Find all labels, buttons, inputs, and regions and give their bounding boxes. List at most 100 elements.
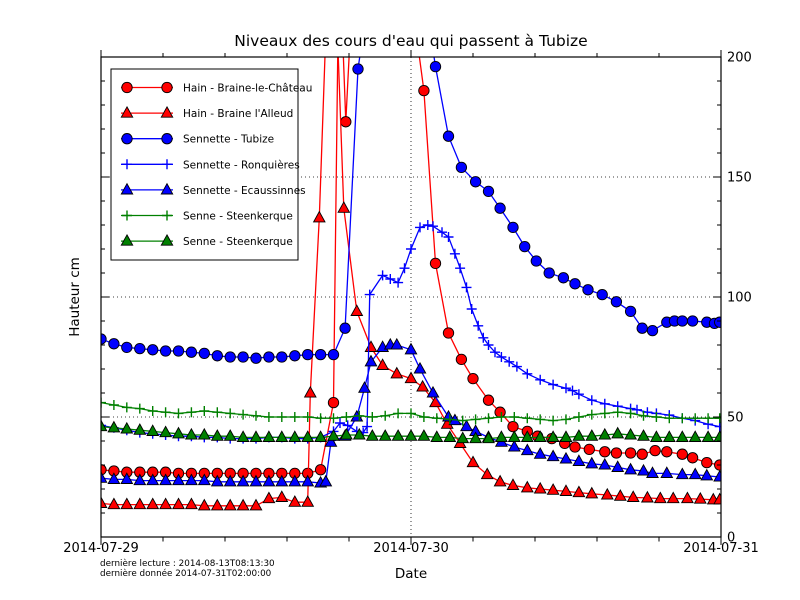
series-senne-steenkerque-5-plus-marker — [690, 413, 701, 424]
series-hain-braine-l-alleud-1-triangle-marker — [666, 491, 680, 504]
series-senne-steenkerque-5-plus-marker — [186, 407, 197, 418]
legend-label-3: Sennette - Ronquières — [183, 159, 300, 171]
series-hain-braine-le-ch-teau-0-circle-marker — [418, 84, 430, 97]
series-hain-braine-l-alleud-1-triangle-marker — [223, 498, 237, 511]
series-senne-steenkerque-6-triangle-marker — [675, 430, 689, 442]
series-senne-steenkerque-6-triangle-marker — [275, 430, 289, 442]
series-senne-steenkerque-6-triangle-marker — [482, 431, 495, 444]
series-senne-steenkerque-6-triangle-marker — [520, 430, 534, 442]
series-senne-steenkerque-6-triangle-marker — [301, 430, 315, 442]
series-hain-braine-l-alleud-1-triangle-marker — [101, 496, 108, 508]
series-senne-steenkerque-6-triangle-marker — [339, 427, 353, 440]
legend-entry-4: Sennette - Ecaussinnes — [120, 182, 306, 197]
series-hain-braine-l-alleud-1-triangle-marker — [288, 495, 302, 507]
series-senne-steenkerque-5-plus-marker — [483, 413, 494, 424]
series-hain-braine-le-ch-teau-0-circle-marker — [610, 447, 623, 459]
series-senne-steenkerque-6-triangle-marker — [662, 430, 676, 442]
series-senne-steenkerque-6-triangle-marker — [391, 429, 405, 441]
series-sennette-ronqui-res-3-plus-marker — [364, 289, 375, 300]
series-senne-steenkerque-6-triangle-marker — [404, 429, 418, 441]
series-hain-braine-l-alleud-1-triangle-marker — [301, 495, 315, 507]
series-senne-steenkerque-5-plus-marker — [470, 414, 481, 425]
series-senne-steenkerque-5-plus-marker — [586, 409, 597, 420]
series-sennette-tubize-2-circle-marker — [557, 272, 570, 284]
series-senne-steenkerque-5-plus-marker — [160, 407, 171, 418]
series-hain-braine-l-alleud-1-triangle-marker — [337, 201, 351, 213]
series-hain-braine-le-ch-teau-0-circle-marker — [314, 464, 327, 476]
series-hain-braine-le-ch-teau-0-circle-marker — [442, 327, 455, 339]
series-senne-steenkerque-6-triangle-marker — [572, 429, 586, 441]
legend-entry-3: Sennette - Ronquières — [121, 159, 300, 171]
series-senne-steenkerque-6-triangle-marker — [314, 430, 328, 442]
legend-entry-2: Sennette - Tubize — [121, 133, 274, 146]
legend-circle-marker — [161, 81, 173, 94]
series-hain-braine-le-ch-teau-0-circle-marker — [624, 447, 637, 459]
y-tick-label-200: 200 — [727, 51, 752, 66]
series-hain-braine-l-alleud-1-triangle-marker — [133, 497, 147, 510]
series-sennette-ronqui-res-3-plus-marker — [632, 404, 642, 415]
series-sennette-tubize-2-circle-marker — [442, 130, 455, 142]
series-sennette-ronqui-res-3-plus-marker — [490, 347, 500, 358]
series-senne-steenkerque-6-triangle-marker — [624, 427, 638, 440]
series-sennette-ronqui-res-3-plus-marker — [406, 244, 416, 254]
series-sennette-tubize-2-circle-marker — [429, 60, 442, 73]
series-hain-braine-l-alleud-1-triangle-marker — [533, 481, 547, 494]
series-sennette-tubize-2-circle-marker — [314, 348, 327, 361]
series-sennette-ronqui-res-3-plus-marker — [101, 420, 106, 431]
series-senne-steenkerque-6-triangle-marker — [262, 430, 276, 442]
legend-plus-marker — [162, 210, 172, 221]
series-sennette-ronqui-res-3-plus-marker — [422, 220, 433, 230]
x-tick-label-0: 2014-07-29 — [63, 541, 139, 556]
series-hain-braine-l-alleud-1-triangle-marker — [376, 358, 390, 370]
series-senne-steenkerque-6-triangle-marker — [611, 426, 625, 439]
series-sennette-ecaussinnes-4-triangle-marker — [598, 457, 612, 470]
series-hain-braine-le-ch-teau-0-circle-marker — [429, 257, 442, 270]
series-sennette-ecaussinnes-4-triangle-marker — [301, 474, 315, 487]
series-sennette-ronqui-res-3-plus-marker — [561, 383, 571, 394]
series-sennette-ecaussinnes-4 — [101, 337, 721, 488]
series-hain-braine-le-ch-teau-0-circle-marker — [340, 116, 352, 128]
series-hain-braine-l-alleud-1-triangle-marker — [680, 491, 694, 504]
series-sennette-ronqui-res-3-plus-marker — [473, 320, 484, 331]
series-sennette-ronqui-res-3-plus-marker — [504, 356, 515, 367]
series-senne-steenkerque-5-plus-marker — [263, 412, 274, 422]
series-sennette-ecaussinnes-4-triangle-marker — [324, 435, 338, 447]
series-senne-steenkerque-6-triangle-marker — [365, 429, 379, 441]
series-senne-steenkerque-6-triangle-marker — [159, 425, 173, 438]
series-senne-steenkerque-6-triangle-marker — [585, 429, 599, 441]
legend-plus-marker — [162, 159, 172, 170]
series-sennette-tubize-2-circle-marker — [352, 63, 364, 75]
series-sennette-ecaussinnes-4-triangle-marker — [559, 451, 573, 464]
series-sennette-tubize-2-circle-marker — [185, 346, 198, 358]
legend-triangle-marker — [120, 233, 134, 246]
series-sennette-tubize-2-circle-marker — [676, 315, 688, 327]
series-senne-steenkerque-6-triangle-marker — [223, 429, 237, 441]
series-sennette-tubize-2-circle-marker — [134, 342, 146, 355]
series-senne-steenkerque-6-triangle-marker — [533, 430, 547, 442]
series-sennette-ecaussinnes-4-triangle-marker — [184, 473, 198, 486]
series-sennette-tubize-2-circle-marker — [121, 341, 133, 354]
legend-triangle-marker — [120, 182, 134, 195]
series-hain-braine-l-alleud-1-triangle-marker — [236, 498, 250, 511]
series-sennette-tubize-2-circle-marker — [582, 284, 594, 296]
series-hain-braine-l-alleud-1-triangle-marker — [585, 486, 599, 499]
series-sennette-ecaussinnes-4-triangle-marker — [275, 474, 289, 487]
series-senne-steenkerque-5-plus-marker — [328, 413, 339, 424]
series-senne-steenkerque-6-triangle-marker — [327, 429, 340, 441]
series-sennette-ecaussinnes-4-triangle-marker — [249, 474, 263, 487]
series-senne-steenkerque-6-triangle-marker — [507, 430, 521, 442]
series-senne-steenkerque-5 — [101, 397, 721, 426]
series-hain-braine-l-alleud-1-triangle-marker — [626, 490, 640, 502]
series-senne-steenkerque-5-plus-marker — [444, 414, 455, 425]
series-senne-steenkerque-5-plus-marker — [276, 412, 287, 422]
series-senne-steenkerque-5-plus-marker — [147, 406, 158, 416]
series-senne-steenkerque-5-plus-marker — [457, 415, 468, 426]
series-sennette-ecaussinnes-4-triangle-marker — [646, 466, 659, 478]
series-sennette-tubize-2-circle-marker — [530, 255, 542, 267]
series-sennette-ronqui-res-3-plus-marker — [399, 263, 410, 274]
y-tick-label-150: 150 — [727, 171, 752, 186]
series-senne-steenkerque-6-triangle-marker — [637, 429, 650, 441]
series-senne-steenkerque-5-plus-marker — [225, 408, 236, 419]
